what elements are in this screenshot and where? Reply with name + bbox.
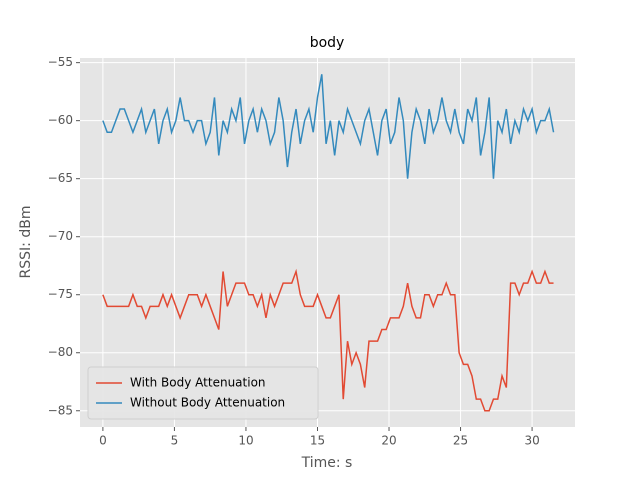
legend-label: Without Body Attenuation — [130, 396, 285, 410]
x-tick-label: 20 — [381, 434, 396, 448]
x-axis-label: Time: s — [301, 455, 353, 471]
line-series — [102, 74, 555, 179]
x-tick-label: 0 — [99, 434, 107, 448]
y-axis-label: RSSI: dBm — [18, 206, 34, 279]
y-tick-label: −55 — [48, 55, 73, 69]
x-tick-label: 30 — [524, 434, 539, 448]
y-tick-label: −80 — [48, 345, 73, 359]
y-tick-label: −65 — [48, 171, 73, 185]
y-tick-label: −85 — [48, 403, 73, 417]
x-tick-label: 25 — [453, 434, 468, 448]
chart-title: body — [310, 35, 345, 51]
legend-label: With Body Attenuation — [130, 376, 266, 390]
x-tick-label: 5 — [171, 434, 179, 448]
plot-area — [80, 58, 575, 427]
x-tick-label: 10 — [238, 434, 253, 448]
y-tick-label: −75 — [48, 287, 73, 301]
y-tick-label: −60 — [48, 113, 73, 127]
legend-box — [87, 366, 319, 420]
line-series — [102, 268, 554, 412]
x-tick-label: 15 — [310, 434, 325, 448]
y-tick-label: −70 — [48, 229, 73, 243]
